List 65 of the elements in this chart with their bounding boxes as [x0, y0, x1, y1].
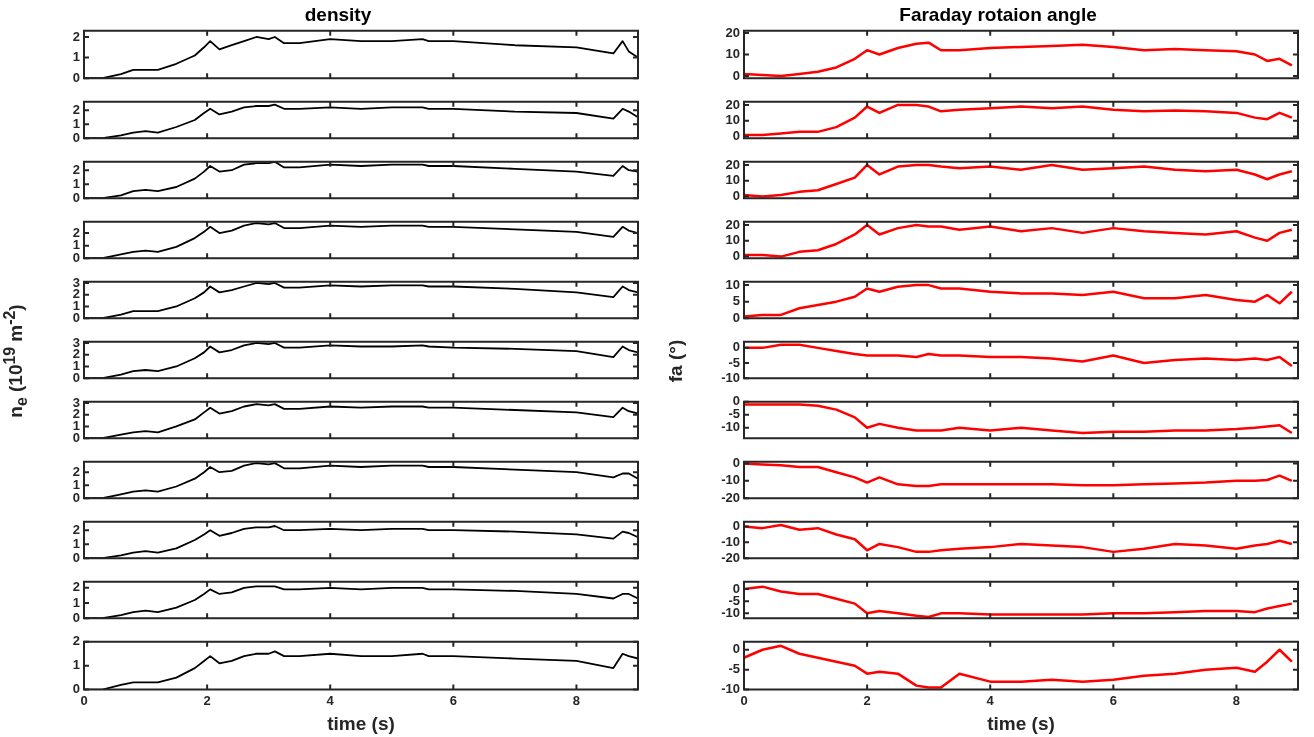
y-tick-label: 10: [725, 112, 740, 128]
x-tick-label: 6: [449, 692, 457, 708]
y-tick-label: 1: [72, 594, 80, 610]
y-tick-label: 0: [72, 681, 80, 697]
y-tick-label: 0: [732, 309, 740, 325]
y-tick-label: -5: [728, 406, 740, 422]
x-tick-label: 8: [572, 692, 581, 708]
y-tick-label: 0: [732, 67, 740, 83]
y-tick-label: 0: [732, 128, 740, 144]
y-tick-label: -10: [721, 369, 740, 385]
y-tick-label: 0: [732, 518, 740, 534]
y-tick-label: -20: [721, 549, 740, 565]
y-tick-label: 0: [72, 549, 80, 565]
y-tick-label: 10: [725, 46, 740, 62]
y-tick-label: 0: [732, 248, 740, 264]
x-tick-label: 4: [326, 692, 335, 708]
y-tick-label: 0: [72, 129, 80, 145]
y-tick-label: 1: [72, 49, 80, 65]
y-tick-label: 5: [732, 293, 740, 309]
y-tick-label: -20: [721, 489, 740, 505]
y-tick-label: 0: [72, 69, 80, 85]
y-tick-label: 1: [72, 535, 80, 551]
x-tick-label: 6: [1109, 692, 1117, 708]
x-tick-label: 2: [203, 692, 211, 708]
chart-title: density: [304, 3, 372, 25]
y-tick-label: 10: [725, 276, 740, 292]
y-tick-label: 2: [72, 28, 80, 44]
y-tick-label: 0: [732, 339, 740, 355]
y-tick-label: 20: [725, 96, 740, 112]
x-axis-title: time (s): [327, 712, 395, 734]
y-tick-label: -10: [721, 681, 740, 697]
x-tick-label: 4: [986, 692, 995, 708]
y-tick-label: -10: [721, 419, 740, 435]
y-tick-label: 2: [72, 463, 80, 479]
y-tick-label: 0: [732, 188, 740, 204]
y-tick-label: -5: [728, 661, 740, 677]
y-tick-label: -5: [728, 354, 740, 370]
y-tick-label: 20: [725, 216, 740, 232]
y-tick-label: 0: [732, 455, 740, 471]
y-tick-label: 1: [72, 115, 80, 131]
y-tick-label: 20: [725, 24, 740, 40]
y-tick-label: 0: [72, 489, 80, 505]
y-tick-label: 20: [725, 156, 740, 172]
y-tick-label: -10: [721, 533, 740, 549]
y-tick-label: 10: [725, 172, 740, 188]
x-tick-label: 8: [1232, 692, 1241, 708]
y-tick-label: 2: [72, 224, 80, 240]
y-axis-title: fa (°): [665, 339, 687, 383]
x-tick-label: 2: [863, 692, 871, 708]
chart-title: Faraday rotaion angle: [899, 3, 1097, 25]
x-axis-title: time (s): [987, 712, 1055, 734]
y-tick-label: 2: [72, 633, 80, 649]
y-tick-label: 0: [732, 641, 740, 657]
y-tick-label: 2: [72, 161, 80, 177]
y-tick-label: 1: [72, 657, 80, 673]
y-tick-label: 1: [72, 476, 80, 492]
y-tick-label: 0: [732, 393, 740, 409]
y-tick-label: 2: [72, 101, 80, 117]
y-tick-label: 2: [72, 521, 80, 537]
y-tick-label: 1: [72, 175, 80, 191]
y-tick-label: 2: [72, 579, 80, 595]
y-tick-label: 0: [72, 609, 80, 625]
y-tick-label: 0: [72, 189, 80, 205]
y-tick-label: -10: [721, 472, 740, 488]
y-tick-label: 10: [725, 232, 740, 248]
